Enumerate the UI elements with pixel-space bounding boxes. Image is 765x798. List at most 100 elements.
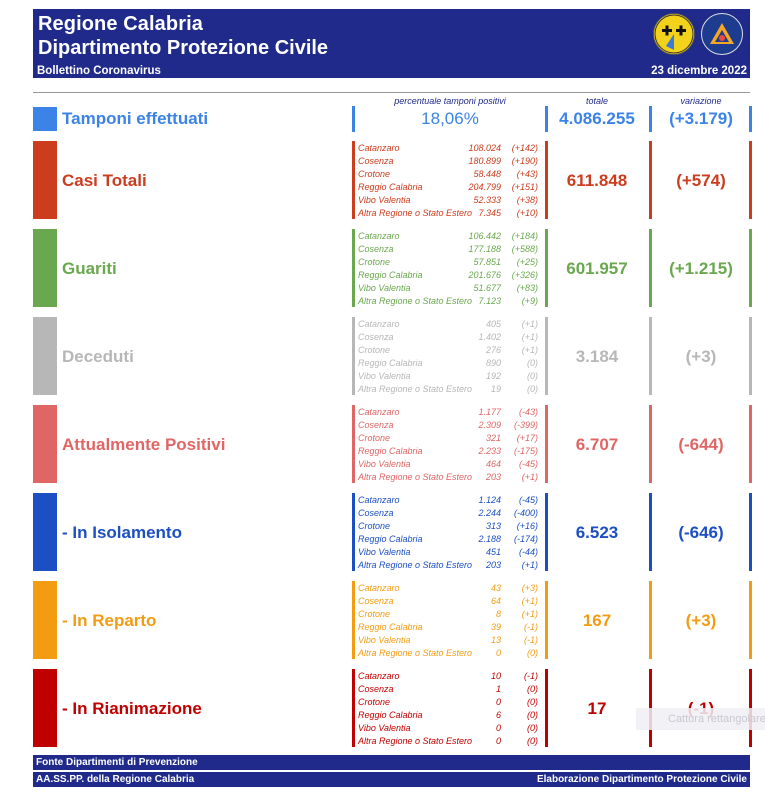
province-value: 2.188 (478, 534, 501, 544)
province-value: 7.345 (478, 208, 501, 218)
province-name: Altra Regione o Stato Estero (358, 736, 473, 746)
province-diff: (+151) (511, 182, 538, 192)
province-name: Vibo Valentia (358, 283, 411, 293)
tamponi-bar-1 (352, 106, 355, 132)
section-bar (352, 317, 355, 395)
province-row: Vibo Valentia 464 (-45) (358, 458, 543, 471)
section-bar (352, 669, 355, 747)
province-row: Crotone 57.851 (+25) (358, 256, 543, 269)
province-row: Cosenza 177.188 (+588) (358, 243, 543, 256)
province-diff: (+38) (516, 195, 538, 205)
section-color-square (33, 669, 57, 747)
section-bar (545, 493, 548, 571)
province-value: 464 (485, 459, 501, 469)
section-total: 167 (582, 611, 612, 630)
province-diff: (+588) (511, 244, 538, 254)
province-name: Catanzaro (358, 671, 400, 681)
province-row: Reggio Calabria 201.676 (+326) (358, 269, 543, 282)
province-value: 192 (485, 371, 501, 381)
province-value: 108.024 (468, 143, 501, 153)
province-value: 2.244 (478, 508, 501, 518)
province-diff: (+1) (521, 596, 538, 606)
province-name: Altra Regione o Stato Estero (358, 296, 473, 306)
province-value: 13 (490, 635, 501, 645)
province-value: 204.799 (468, 182, 501, 192)
province-diff: (+3) (521, 583, 538, 593)
province-row: Altra Regione o Stato Estero 203 (+1) (358, 559, 543, 572)
province-value: 313 (485, 521, 501, 531)
province-diff: (-400) (513, 508, 538, 518)
province-value: 405 (485, 319, 501, 329)
province-diff: (+1) (521, 609, 538, 619)
province-diff: (0) (527, 697, 538, 707)
bulletin-bar: Bollettino Coronavirus 23 dicembre 2022 (33, 64, 750, 78)
province-row: Reggio Calabria 2.233 (-175) (358, 445, 543, 458)
province-name: Vibo Valentia (358, 723, 411, 733)
bulletin-title: Bollettino Coronavirus (37, 65, 161, 77)
province-value: 321 (485, 433, 501, 443)
province-value: 6 (495, 710, 501, 720)
province-diff: (+184) (511, 231, 538, 241)
province-value: 64 (490, 596, 501, 606)
province-row: Catanzaro 43 (+3) (358, 582, 543, 595)
section-color-square (33, 493, 57, 571)
province-name: Vibo Valentia (358, 635, 411, 645)
capture-tooltip[interactable]: Cattura rettangolare (636, 708, 765, 730)
province-diff: (0) (527, 736, 538, 746)
section-change: (+3) (685, 347, 717, 366)
province-row: Reggio Calabria 6 (0) (358, 709, 543, 722)
col-header-change: variazione (680, 96, 722, 106)
province-list: Catanzaro 1.177 (-43) Cosenza 2.309 (-399) Cro… (358, 406, 543, 484)
tamponi-bar-4 (749, 106, 752, 132)
header-banner: Regione Calabria Dipartimento Protezione… (33, 9, 750, 64)
province-value: 8 (495, 609, 501, 619)
province-name: Crotone (358, 257, 391, 267)
province-row: Altra Regione o Stato Estero 0 (0) (358, 735, 543, 748)
province-name: Catanzaro (358, 407, 400, 417)
province-diff: (-43) (518, 407, 538, 417)
province-row: Vibo Valentia 51.677 (+83) (358, 282, 543, 295)
province-name: Crotone (358, 169, 391, 179)
province-value: 451 (485, 547, 501, 557)
province-diff: (0) (527, 648, 538, 658)
province-diff: (0) (527, 384, 538, 394)
province-value: 201.676 (468, 270, 501, 280)
col-header-total: totale (585, 96, 609, 106)
province-row: Crotone 276 (+1) (358, 344, 543, 357)
section-bar (749, 317, 752, 395)
footer-bar: AA.SS.PP. della Regione Calabria Elabora… (33, 772, 750, 787)
province-row: Cosenza 2.309 (-399) (358, 419, 543, 432)
province-list: Catanzaro 43 (+3) Cosenza 64 (+1) Crotone 8 (+1)… (358, 582, 543, 660)
province-diff: (-1) (524, 671, 538, 681)
province-diff: (-174) (513, 534, 538, 544)
province-row: Vibo Valentia 451 (-44) (358, 546, 543, 559)
province-row: Catanzaro 106.442 (+184) (358, 230, 543, 243)
section-bar (649, 317, 652, 395)
province-row: Crotone 321 (+17) (358, 432, 543, 445)
province-value: 52.333 (473, 195, 501, 205)
province-diff: (0) (527, 723, 538, 733)
province-diff: (+10) (516, 208, 538, 218)
province-name: Vibo Valentia (358, 371, 411, 381)
section-bar (649, 581, 652, 659)
province-value: 39 (490, 622, 501, 632)
province-value: 106.442 (468, 231, 501, 241)
section-color-square (33, 141, 57, 219)
province-row: Altra Regione o Stato Estero 0 (0) (358, 647, 543, 660)
section-total: 17 (587, 699, 607, 718)
section-bar (749, 141, 752, 219)
section-bar (352, 229, 355, 307)
department-title: Dipartimento Protezione Civile (38, 37, 329, 59)
province-diff: (+83) (516, 283, 538, 293)
province-name: Catanzaro (358, 319, 400, 329)
section-bar (749, 581, 752, 659)
province-value: 177.188 (468, 244, 501, 254)
province-value: 10 (490, 671, 501, 681)
section-bar (749, 493, 752, 571)
section-total: 6.523 (575, 523, 619, 542)
province-value: 203 (485, 560, 501, 570)
province-diff: (+9) (521, 296, 538, 306)
province-name: Cosenza (358, 420, 394, 430)
tamponi-color-square (33, 107, 57, 131)
